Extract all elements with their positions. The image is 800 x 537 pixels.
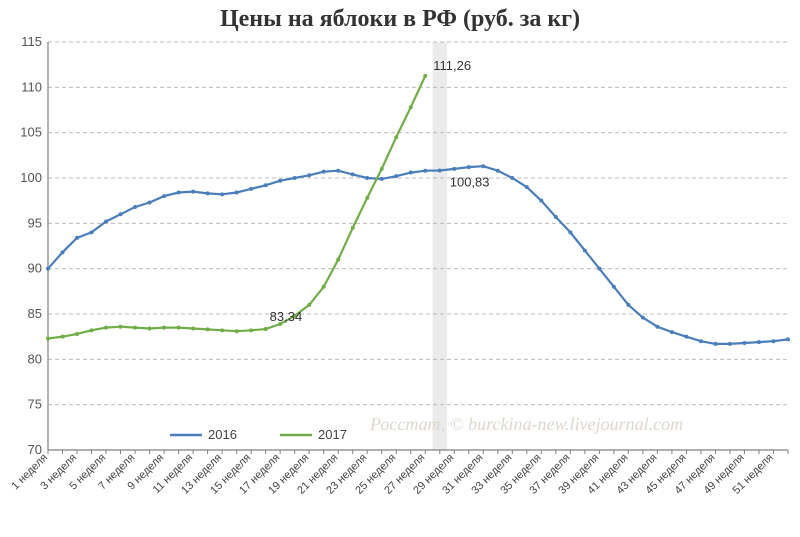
svg-text:100: 100 <box>20 170 42 185</box>
data-label: 100,83 <box>450 174 490 189</box>
series-marker <box>307 303 311 307</box>
series-marker <box>699 339 703 343</box>
series-marker <box>235 191 239 195</box>
series-marker <box>655 325 659 329</box>
data-label: 83,34 <box>270 309 303 324</box>
series-marker <box>133 326 137 330</box>
legend-label: 2017 <box>318 427 347 442</box>
series-marker <box>75 332 79 336</box>
series-marker <box>771 339 775 343</box>
series-marker <box>351 226 355 230</box>
series-marker <box>119 325 123 329</box>
series-marker <box>307 173 311 177</box>
series-marker <box>380 177 384 181</box>
series-marker <box>336 169 340 173</box>
series-marker <box>554 215 558 219</box>
series-marker <box>61 250 65 254</box>
series-marker <box>713 342 717 346</box>
series-marker <box>249 328 253 332</box>
series-marker <box>90 328 94 332</box>
series-marker <box>742 341 746 345</box>
series-marker <box>104 220 108 224</box>
series-marker <box>264 183 268 187</box>
series-marker <box>264 327 268 331</box>
series-marker <box>61 335 65 339</box>
series-marker <box>104 326 108 330</box>
series-marker <box>670 330 674 334</box>
svg-text:110: 110 <box>21 79 42 94</box>
series-marker <box>452 167 456 171</box>
series-marker <box>322 285 326 289</box>
series-marker <box>220 192 224 196</box>
data-label: 111,26 <box>433 58 471 73</box>
series-marker <box>119 212 123 216</box>
series-marker <box>612 285 616 289</box>
series-marker <box>220 328 224 332</box>
series-marker <box>177 326 181 330</box>
svg-text:85: 85 <box>28 306 42 321</box>
series-marker <box>510 176 514 180</box>
series-marker <box>728 342 732 346</box>
series-marker <box>568 230 572 234</box>
series-marker <box>423 74 427 78</box>
svg-text:115: 115 <box>21 34 42 49</box>
series-marker <box>177 191 181 195</box>
chart-svg: 7075808590951001051101151 неделя3 неделя… <box>0 0 800 537</box>
series-marker <box>46 267 50 271</box>
series-marker <box>525 185 529 189</box>
series-marker <box>684 335 688 339</box>
series-marker <box>75 236 79 240</box>
series-marker <box>380 167 384 171</box>
series-marker <box>148 200 152 204</box>
series-marker <box>423 169 427 173</box>
series-marker <box>481 164 485 168</box>
series-marker <box>249 187 253 191</box>
series-marker <box>206 191 210 195</box>
series-marker <box>409 171 413 175</box>
series-marker <box>206 327 210 331</box>
svg-text:105: 105 <box>20 125 42 140</box>
series-marker <box>235 329 239 333</box>
series-marker <box>438 168 442 172</box>
series-marker <box>409 105 413 109</box>
svg-text:95: 95 <box>28 215 42 230</box>
series-marker <box>539 199 543 203</box>
series-marker <box>162 194 166 198</box>
svg-text:90: 90 <box>28 261 42 276</box>
series-marker <box>583 249 587 253</box>
series-line-2016 <box>48 166 788 344</box>
series-marker <box>467 165 471 169</box>
svg-text:75: 75 <box>28 397 42 412</box>
series-marker <box>148 327 152 331</box>
series-marker <box>278 179 282 183</box>
series-marker <box>597 267 601 271</box>
series-marker <box>191 327 195 331</box>
series-marker <box>90 230 94 234</box>
series-marker <box>162 326 166 330</box>
series-marker <box>322 170 326 174</box>
series-marker <box>394 174 398 178</box>
series-marker <box>365 196 369 200</box>
series-marker <box>757 340 761 344</box>
legend-label: 2016 <box>208 427 237 442</box>
series-line-2017 <box>48 76 425 339</box>
series-marker <box>496 169 500 173</box>
svg-text:80: 80 <box>28 351 42 366</box>
series-marker <box>365 176 369 180</box>
series-marker <box>293 176 297 180</box>
series-marker <box>626 303 630 307</box>
series-marker <box>394 135 398 139</box>
series-marker <box>641 316 645 320</box>
series-marker <box>133 205 137 209</box>
series-marker <box>351 172 355 176</box>
series-marker <box>46 336 50 340</box>
series-marker <box>786 337 790 341</box>
series-marker <box>336 258 340 262</box>
line-chart: Цены на яблоки в РФ (руб. за кг) 7075808… <box>0 0 800 537</box>
series-marker <box>191 190 195 194</box>
